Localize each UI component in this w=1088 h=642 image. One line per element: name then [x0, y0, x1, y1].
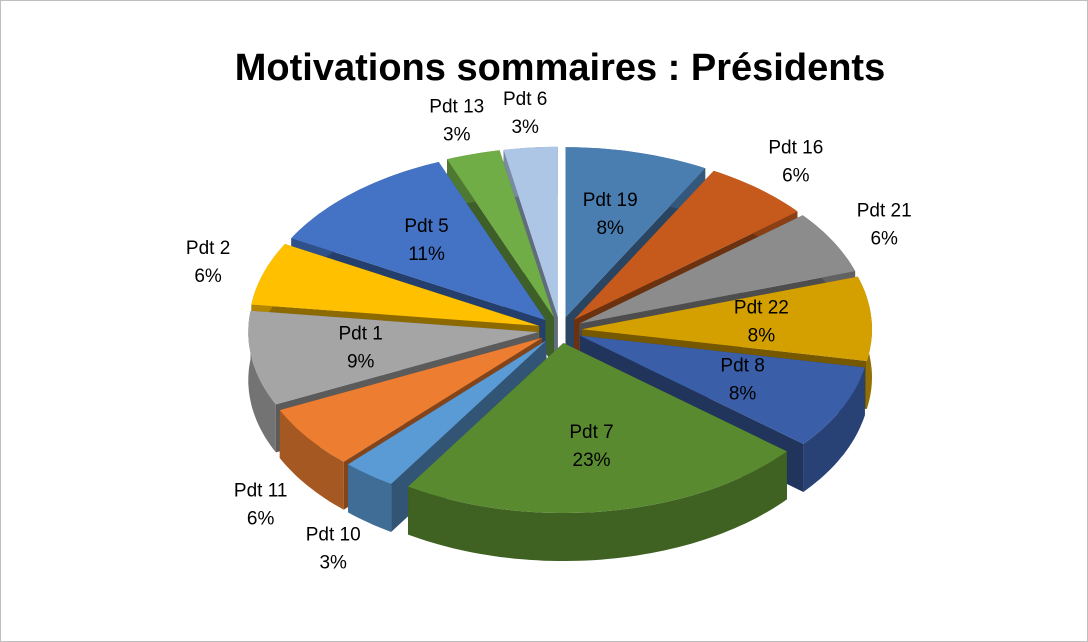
slice-side [803, 367, 865, 492]
slice [348, 340, 547, 484]
data-label-name: Pdt 1 [338, 324, 382, 345]
data-label-value: 8% [596, 218, 624, 239]
slice-side [279, 410, 344, 510]
data-label-value: 3% [443, 124, 471, 145]
data-label-name: Pdt 11 [234, 481, 288, 502]
slice [565, 147, 706, 318]
data-label-value: 8% [748, 326, 776, 347]
data-label-value: 11% [408, 244, 445, 265]
data-label-value: 6% [870, 228, 898, 249]
data-label-value: 6% [247, 509, 275, 530]
data-label-value: 3% [319, 553, 347, 574]
data-label-value: 9% [347, 352, 375, 373]
slice [503, 146, 558, 317]
slice [408, 343, 787, 513]
slice-side [248, 310, 276, 453]
data-label-value: 6% [194, 266, 222, 287]
slice [579, 335, 865, 444]
slice [582, 276, 872, 361]
data-label-name: Pdt 19 [583, 190, 638, 211]
data-label-name: Pdt 7 [569, 422, 613, 443]
data-label-value: 23% [573, 450, 611, 471]
slice [447, 150, 554, 318]
data-label-name: Pdt 6 [503, 89, 547, 110]
slice [291, 162, 546, 321]
data-label-name: Pdt 10 [306, 525, 361, 546]
data-label-value: 6% [782, 166, 810, 187]
chart-title: Motivations sommaires : Présidents [235, 47, 885, 89]
data-label-value: 3% [511, 117, 539, 138]
slice [251, 244, 540, 326]
slice-side [348, 464, 392, 532]
data-label-name: Pdt 21 [857, 200, 912, 221]
slice [574, 170, 798, 320]
data-label-name: Pdt 22 [734, 298, 789, 319]
data-label-value: 8% [729, 384, 757, 405]
data-label-name: Pdt 16 [768, 138, 823, 159]
slice [248, 310, 539, 405]
data-label-name: Pdt 13 [429, 96, 484, 117]
data-label-name: Pdt 8 [720, 356, 764, 377]
data-label-name: Pdt 2 [186, 238, 230, 259]
data-label-name: Pdt 5 [404, 216, 448, 237]
slice [279, 337, 543, 462]
slice [579, 215, 856, 324]
slice-side [408, 451, 787, 561]
